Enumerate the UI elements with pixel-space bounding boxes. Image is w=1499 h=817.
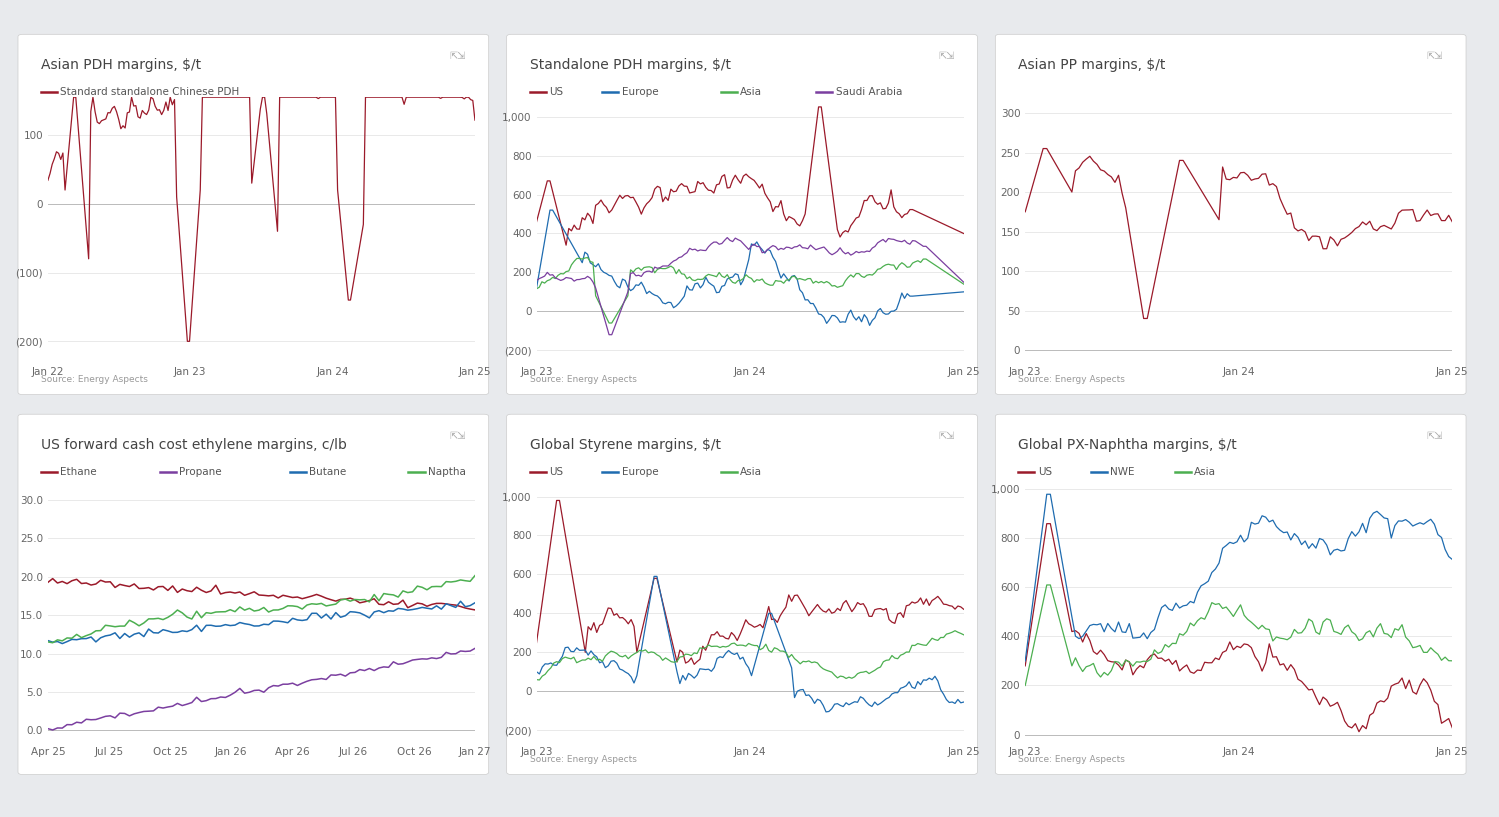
Text: Source: Energy Aspects: Source: Energy Aspects <box>1018 375 1126 384</box>
Text: Asian PP margins, $/t: Asian PP margins, $/t <box>1018 58 1166 72</box>
Text: US forward cash cost ethylene margins, c/lb: US forward cash cost ethylene margins, c… <box>40 438 346 452</box>
Text: Standalone PDH margins, $/t: Standalone PDH margins, $/t <box>529 58 730 72</box>
Text: Source: Energy Aspects: Source: Energy Aspects <box>529 375 637 384</box>
Text: Source: Energy Aspects: Source: Energy Aspects <box>40 375 148 384</box>
Text: Saudi Arabia: Saudi Arabia <box>836 87 902 97</box>
Text: Asian PDH margins, $/t: Asian PDH margins, $/t <box>40 58 201 72</box>
Text: Asia: Asia <box>741 467 761 477</box>
Text: Source: Energy Aspects: Source: Energy Aspects <box>529 755 637 764</box>
Text: Europe: Europe <box>622 87 658 97</box>
Text: Global PX-Naphtha margins, $/t: Global PX-Naphtha margins, $/t <box>1018 438 1237 452</box>
Text: Propane: Propane <box>178 467 222 477</box>
Text: US: US <box>1037 467 1052 477</box>
Text: Asia: Asia <box>741 87 761 97</box>
Text: Ethane: Ethane <box>60 467 97 477</box>
Text: Naptha: Naptha <box>427 467 466 477</box>
Text: NWE: NWE <box>1111 467 1135 477</box>
Text: ⇱⇲: ⇱⇲ <box>1427 431 1444 441</box>
Text: US: US <box>549 467 564 477</box>
Text: Global Styrene margins, $/t: Global Styrene margins, $/t <box>529 438 721 452</box>
Text: ⇱⇲: ⇱⇲ <box>450 51 466 61</box>
Text: ⇱⇲: ⇱⇲ <box>450 431 466 441</box>
Text: Europe: Europe <box>622 467 658 477</box>
Text: Butane: Butane <box>309 467 346 477</box>
Text: Asia: Asia <box>1195 467 1216 477</box>
Text: ⇱⇲: ⇱⇲ <box>938 51 955 61</box>
Text: US: US <box>549 87 564 97</box>
Text: ⇱⇲: ⇱⇲ <box>938 431 955 441</box>
Text: ⇱⇲: ⇱⇲ <box>1427 51 1444 61</box>
Text: Standard standalone Chinese PDH: Standard standalone Chinese PDH <box>60 87 240 97</box>
Text: Source: Energy Aspects: Source: Energy Aspects <box>1018 755 1126 764</box>
